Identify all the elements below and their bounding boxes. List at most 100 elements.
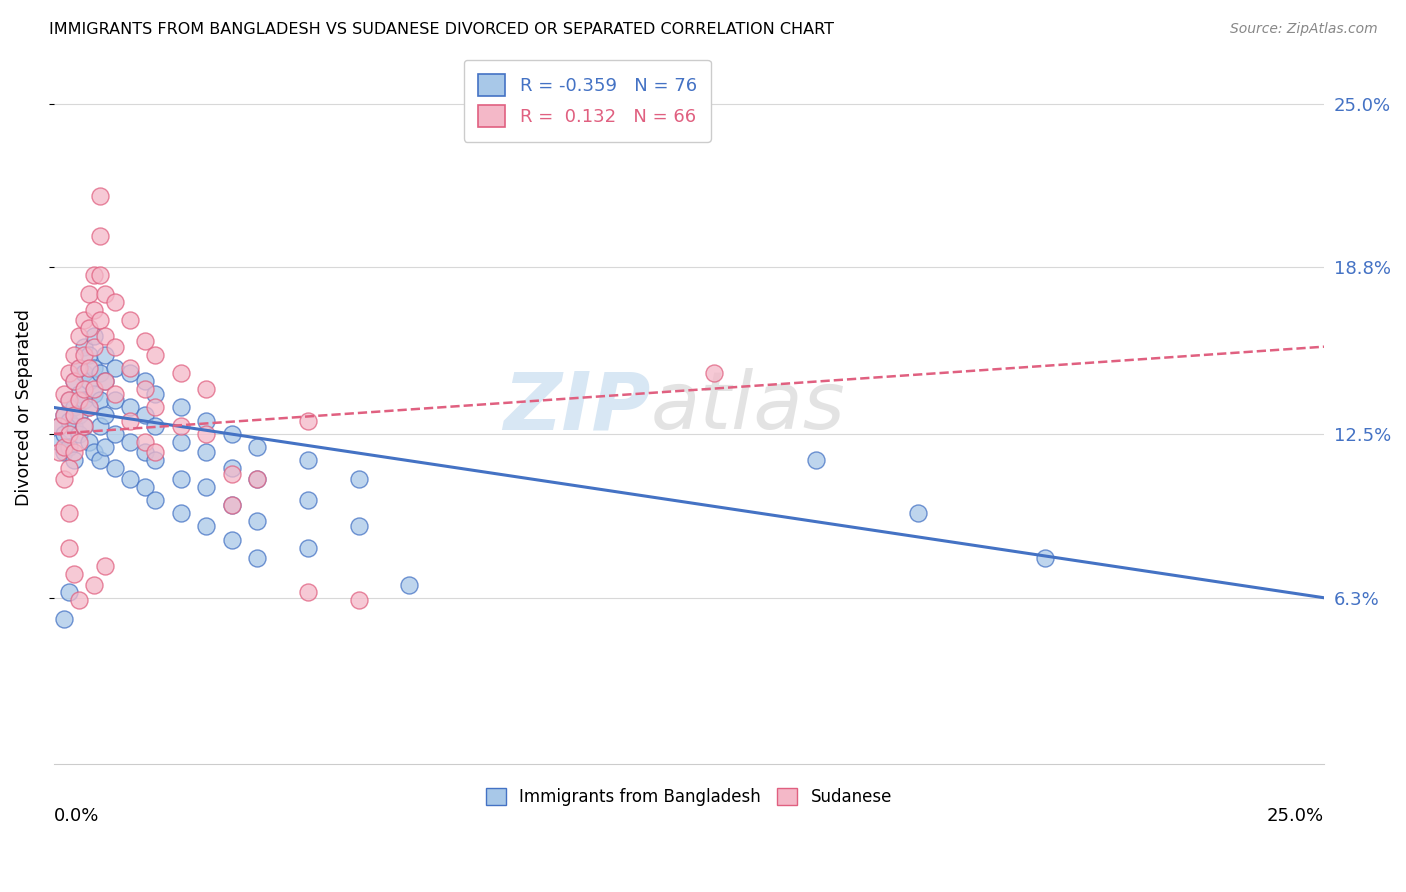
Point xyxy=(58,392,80,407)
Point xyxy=(93,348,115,362)
Point xyxy=(93,409,115,423)
Point xyxy=(79,348,101,362)
Point xyxy=(246,551,269,566)
Point xyxy=(89,228,111,243)
Point xyxy=(89,419,111,434)
Point xyxy=(398,577,420,591)
Point xyxy=(134,445,156,459)
Point xyxy=(703,366,725,380)
Point xyxy=(195,445,218,459)
Point xyxy=(53,387,76,401)
Point xyxy=(63,374,86,388)
Point xyxy=(73,392,96,407)
Point xyxy=(170,506,193,520)
Point xyxy=(63,374,86,388)
Point xyxy=(79,401,101,415)
Point xyxy=(347,519,370,533)
Point xyxy=(58,440,80,454)
Point xyxy=(104,392,127,407)
Point xyxy=(58,585,80,599)
Point xyxy=(297,493,319,508)
Point xyxy=(67,593,90,607)
Point xyxy=(67,329,90,343)
Text: 25.0%: 25.0% xyxy=(1267,807,1324,825)
Point xyxy=(83,268,105,283)
Point xyxy=(58,461,80,475)
Point xyxy=(58,414,80,428)
Point xyxy=(63,566,86,581)
Point xyxy=(79,374,101,388)
Point xyxy=(104,387,127,401)
Point xyxy=(73,382,96,396)
Point xyxy=(93,374,115,388)
Point xyxy=(53,426,76,441)
Point xyxy=(134,480,156,494)
Point xyxy=(195,480,218,494)
Point xyxy=(93,286,115,301)
Point xyxy=(58,506,80,520)
Point xyxy=(118,472,141,486)
Point xyxy=(53,440,76,454)
Point xyxy=(48,434,70,449)
Point xyxy=(134,334,156,349)
Point xyxy=(58,366,80,380)
Point xyxy=(53,445,76,459)
Point xyxy=(297,585,319,599)
Point xyxy=(170,419,193,434)
Point xyxy=(221,498,243,512)
Point xyxy=(79,321,101,335)
Point xyxy=(79,434,101,449)
Point xyxy=(347,472,370,486)
Point xyxy=(73,366,96,380)
Point xyxy=(145,387,167,401)
Point xyxy=(93,559,115,574)
Point xyxy=(63,453,86,467)
Point xyxy=(83,340,105,354)
Point xyxy=(104,340,127,354)
Point xyxy=(63,419,86,434)
Point xyxy=(246,472,269,486)
Point xyxy=(93,440,115,454)
Point xyxy=(118,434,141,449)
Point xyxy=(79,360,101,375)
Point xyxy=(145,453,167,467)
Point xyxy=(221,498,243,512)
Point xyxy=(67,434,90,449)
Point xyxy=(83,360,105,375)
Point xyxy=(83,302,105,317)
Text: Source: ZipAtlas.com: Source: ZipAtlas.com xyxy=(1230,22,1378,37)
Point xyxy=(48,419,70,434)
Point xyxy=(297,414,319,428)
Point xyxy=(93,374,115,388)
Point xyxy=(104,426,127,441)
Point xyxy=(89,268,111,283)
Point xyxy=(48,419,70,434)
Point xyxy=(246,440,269,454)
Point xyxy=(89,366,111,380)
Point xyxy=(73,348,96,362)
Point xyxy=(221,461,243,475)
Point xyxy=(195,426,218,441)
Point xyxy=(246,472,269,486)
Point xyxy=(73,419,96,434)
Point xyxy=(246,514,269,528)
Point xyxy=(73,340,96,354)
Point xyxy=(170,401,193,415)
Point xyxy=(67,426,90,441)
Text: atlas: atlas xyxy=(651,368,845,447)
Point xyxy=(170,366,193,380)
Point xyxy=(67,387,90,401)
Point xyxy=(63,445,86,459)
Point xyxy=(104,294,127,309)
Point xyxy=(48,445,70,459)
Point xyxy=(145,445,167,459)
Text: ZIP: ZIP xyxy=(503,368,651,447)
Point xyxy=(73,419,96,434)
Point xyxy=(58,426,80,441)
Point xyxy=(134,434,156,449)
Text: 0.0%: 0.0% xyxy=(53,807,100,825)
Point xyxy=(53,612,76,626)
Point xyxy=(53,409,76,423)
Point xyxy=(67,392,90,407)
Point xyxy=(145,493,167,508)
